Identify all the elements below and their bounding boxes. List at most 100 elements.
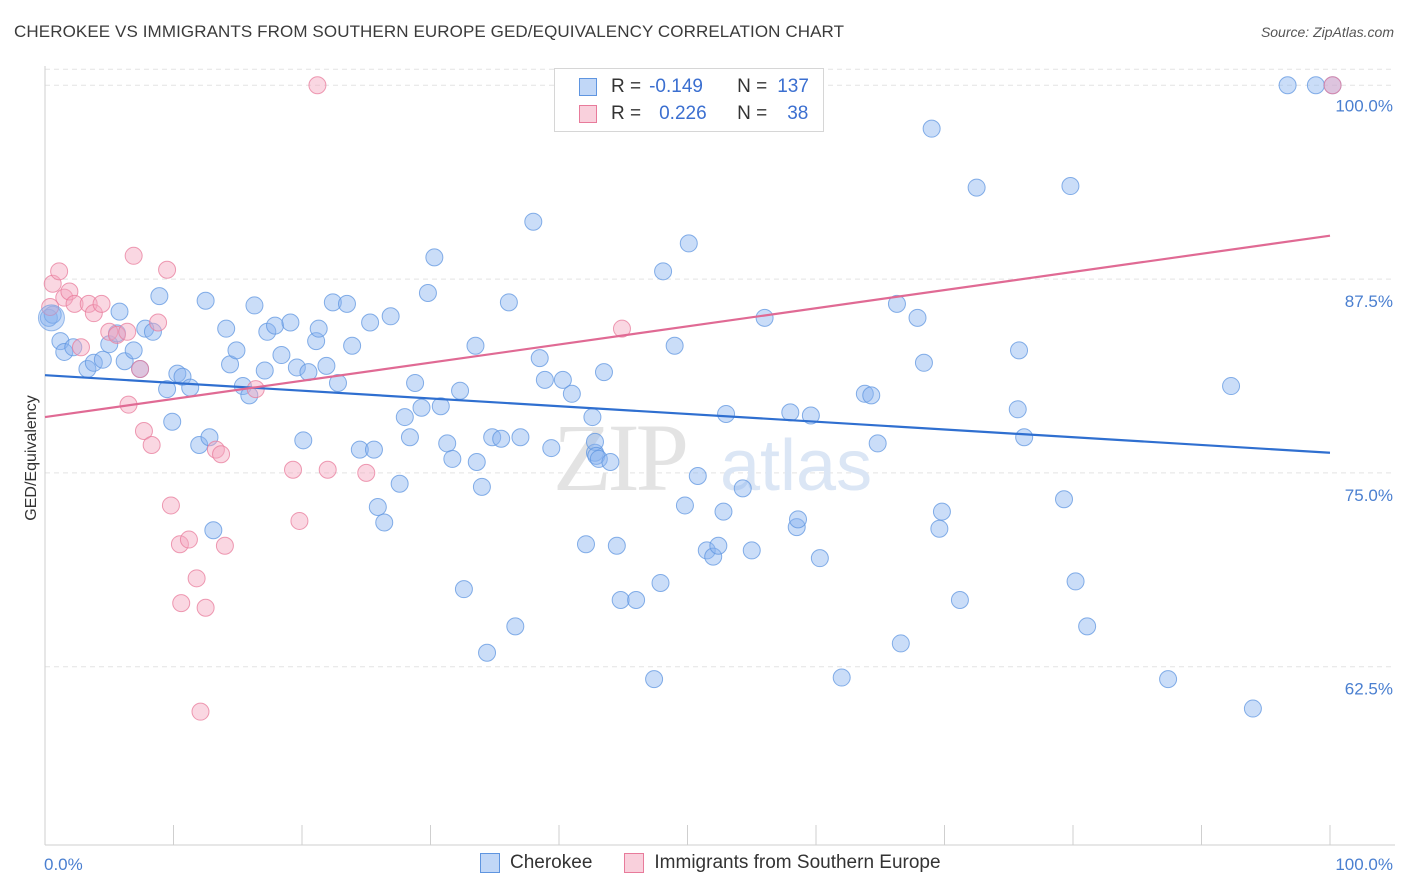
point-cherokee bbox=[217, 319, 236, 338]
point-cherokee bbox=[645, 670, 664, 689]
point-cherokee bbox=[1306, 76, 1325, 95]
point-immigrants bbox=[284, 460, 303, 479]
source-label[interactable]: Source: ZipAtlas.com bbox=[1260, 24, 1394, 40]
legend-label-immigrants: Immigrants from Southern Europe bbox=[654, 852, 941, 873]
point-cherokee bbox=[524, 212, 543, 231]
point-cherokee bbox=[381, 307, 400, 326]
point-cherokee bbox=[1222, 377, 1241, 396]
point-cherokee bbox=[343, 336, 362, 355]
point-cherokee bbox=[110, 302, 129, 321]
point-cherokee bbox=[862, 386, 881, 405]
legend-swatch-cherokee bbox=[480, 853, 500, 873]
point-cherokee bbox=[294, 431, 313, 450]
point-cherokee bbox=[922, 119, 941, 138]
point-immigrants bbox=[308, 76, 327, 95]
point-cherokee bbox=[361, 313, 380, 332]
series-legend: Cherokee Immigrants from Southern Europe bbox=[480, 852, 973, 874]
point-cherokee bbox=[679, 234, 698, 253]
point-cherokee bbox=[483, 428, 502, 447]
y-tick-label: 75.0% bbox=[1345, 486, 1393, 505]
correlation-legend: R = -0.149 N = 137 R = 0.226 N = 38 bbox=[554, 68, 824, 132]
watermark: ZIP atlas bbox=[553, 404, 872, 511]
point-cherokee bbox=[1159, 670, 1178, 689]
point-cherokee bbox=[390, 474, 409, 493]
point-immigrants bbox=[92, 294, 111, 313]
point-immigrants bbox=[50, 262, 69, 281]
point-immigrants bbox=[318, 460, 337, 479]
point-cherokee bbox=[868, 434, 887, 453]
point-cherokee bbox=[562, 384, 581, 403]
legend-item-immigrants[interactable]: Immigrants from Southern Europe bbox=[624, 852, 941, 874]
point-cherokee bbox=[425, 248, 444, 267]
point-cherokee bbox=[611, 591, 630, 610]
point-cherokee bbox=[368, 497, 387, 516]
point-cherokee bbox=[506, 617, 525, 636]
point-cherokee bbox=[93, 350, 112, 369]
point-cherokee bbox=[64, 338, 83, 357]
point-cherokee bbox=[124, 341, 143, 360]
point-cherokee bbox=[272, 346, 291, 365]
point-cherokee bbox=[742, 541, 761, 560]
point-cherokee bbox=[810, 549, 829, 568]
point-cherokee bbox=[801, 406, 820, 425]
point-cherokee bbox=[585, 432, 604, 451]
legend-n-label: N = bbox=[737, 103, 768, 124]
y-axis-label: GED/Equivalency bbox=[23, 395, 40, 520]
point-cherokee bbox=[466, 336, 485, 355]
point-cherokee bbox=[583, 408, 602, 427]
chart-title: CHEROKEE VS IMMIGRANTS FROM SOUTHERN EUR… bbox=[14, 22, 845, 41]
point-cherokee bbox=[328, 373, 347, 392]
point-cherokee bbox=[594, 363, 613, 382]
point-cherokee bbox=[492, 429, 511, 448]
trend-lines bbox=[44, 234, 1331, 454]
point-cherokee bbox=[412, 398, 431, 417]
point-cherokee bbox=[950, 591, 969, 610]
point-cherokee bbox=[1055, 490, 1074, 509]
point-immigrants bbox=[107, 325, 126, 344]
point-cherokee bbox=[755, 308, 774, 327]
legend-label-cherokee: Cherokee bbox=[510, 852, 593, 873]
point-immigrants bbox=[191, 702, 210, 721]
point-cherokee bbox=[287, 358, 306, 377]
legend-r-label: R = bbox=[611, 103, 642, 124]
point-cherokee bbox=[1078, 617, 1097, 636]
point-immigrants bbox=[149, 313, 168, 332]
point-cherokee bbox=[675, 496, 694, 515]
point-cherokee bbox=[855, 384, 874, 403]
watermark-zip: ZIP bbox=[553, 404, 686, 511]
trend-line-immigrants bbox=[44, 234, 1331, 419]
point-cherokee bbox=[654, 262, 673, 281]
legend-row-immigrants: R = 0.226 N = 38 bbox=[579, 101, 808, 127]
point-cherokee bbox=[431, 397, 450, 416]
point-cherokee bbox=[1008, 400, 1027, 419]
point-cherokee bbox=[375, 513, 394, 532]
legend-r-value: -0.149 bbox=[649, 76, 703, 97]
legend-n-value: 38 bbox=[787, 103, 809, 124]
y-tick-label: 62.5% bbox=[1345, 680, 1393, 699]
point-immigrants bbox=[196, 598, 215, 617]
point-immigrants bbox=[134, 422, 153, 441]
point-cherokee bbox=[709, 536, 728, 555]
point-cherokee bbox=[309, 319, 328, 338]
point-cherokee bbox=[511, 428, 530, 447]
x-tick-label-max: 100.0% bbox=[1335, 855, 1393, 874]
point-immigrants bbox=[172, 594, 191, 613]
y-tick-label: 87.5% bbox=[1345, 292, 1393, 311]
point-immigrants bbox=[212, 445, 231, 464]
point-immigrants bbox=[187, 569, 206, 588]
point-immigrants bbox=[290, 511, 309, 530]
point-cherokee bbox=[651, 573, 670, 592]
legend-item-cherokee[interactable]: Cherokee bbox=[480, 852, 592, 874]
point-cherokee bbox=[227, 341, 246, 360]
legend-n-label: N = bbox=[737, 76, 768, 97]
point-immigrants bbox=[158, 260, 177, 279]
point-cherokee bbox=[266, 316, 285, 335]
point-cherokee bbox=[967, 178, 986, 197]
point-cherokee bbox=[443, 449, 462, 468]
point-cherokee bbox=[607, 536, 626, 555]
point-cherokee bbox=[323, 293, 342, 312]
point-cherokee bbox=[55, 342, 74, 361]
grid-lines bbox=[45, 68, 1395, 668]
point-cherokee bbox=[930, 519, 949, 538]
